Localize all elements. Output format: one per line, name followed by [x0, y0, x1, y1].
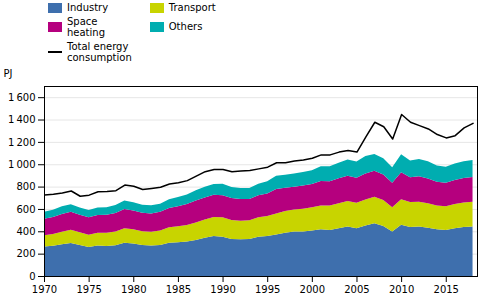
svg-text:600: 600 [16, 203, 35, 214]
svg-text:1 200: 1 200 [8, 136, 35, 147]
html-text:Transport: Transport [168, 2, 216, 13]
svg-text:2000: 2000 [300, 283, 325, 294]
svg-text:1970: 1970 [32, 283, 57, 294]
html-text:Total energy consumption: Total energy consumption [67, 40, 132, 63]
svg-text:400: 400 [16, 225, 35, 236]
html-text:Industry: Industry [67, 2, 109, 13]
svg-text:1975: 1975 [76, 283, 101, 294]
html-text:Space heating: Space heating [67, 15, 105, 38]
svg-text:1 600: 1 600 [8, 91, 35, 102]
svg-text:2005: 2005 [344, 283, 369, 294]
html-text:Others: Others [168, 21, 203, 33]
svg-text:200: 200 [16, 248, 35, 259]
svg-text:PJ: PJ [4, 67, 13, 78]
svg-text:1995: 1995 [255, 283, 280, 294]
svg-text:2015: 2015 [434, 283, 459, 294]
svg-text:1985: 1985 [166, 283, 191, 294]
svg-text:0: 0 [29, 270, 35, 281]
svg-text:800: 800 [16, 181, 35, 192]
svg-text:1 400: 1 400 [8, 114, 35, 125]
svg-text:1 000: 1 000 [8, 158, 35, 169]
svg-text:1990: 1990 [210, 283, 235, 294]
svg-text:2010: 2010 [389, 283, 414, 294]
svg-text:1980: 1980 [121, 283, 146, 294]
